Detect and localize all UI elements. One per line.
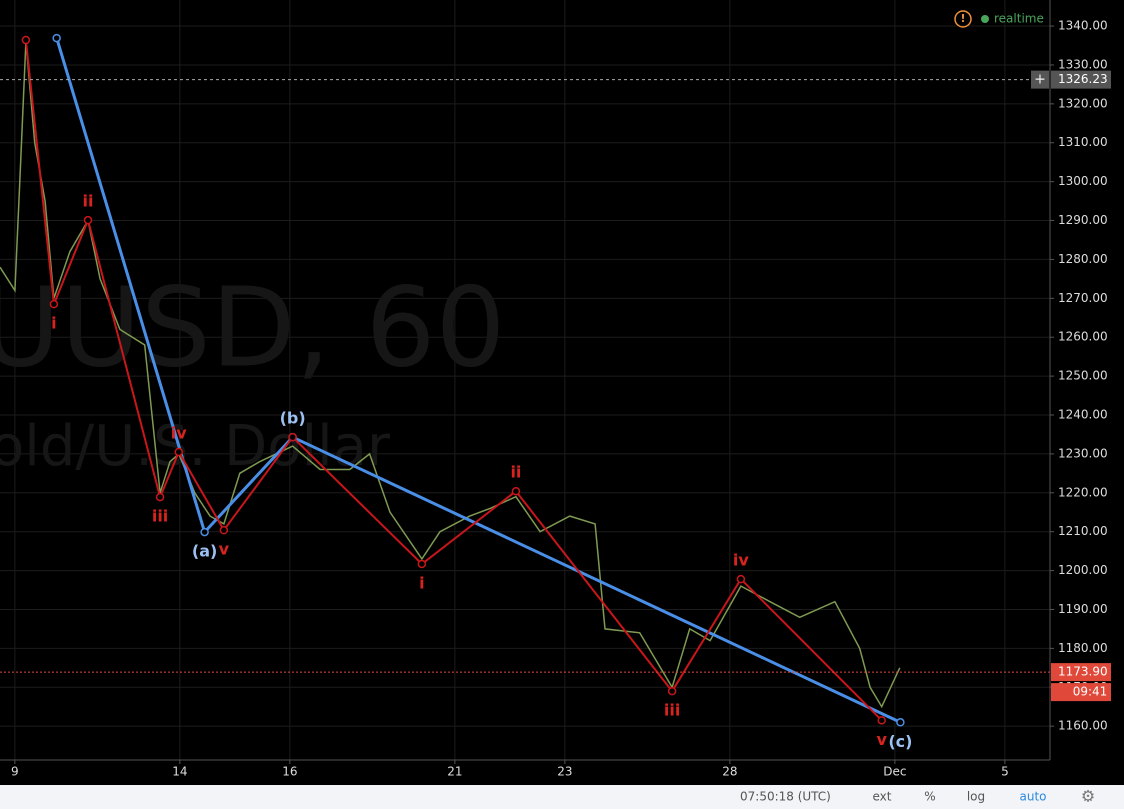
wave-label: ii [510, 463, 521, 482]
watermark-sub: old/U.S. Dollar [0, 414, 391, 479]
y-tick-label: 1290.00 [1058, 213, 1108, 227]
wave-point [49, 299, 59, 309]
y-tick-label: 1240.00 [1058, 408, 1108, 422]
wave-label: i [419, 573, 424, 592]
wave-point [667, 686, 677, 696]
alert-icon-mark: ! [960, 12, 965, 25]
toolbar-button[interactable]: log [967, 790, 985, 804]
crosshair-tag-label: 1326.23 [1058, 72, 1108, 86]
wave-point [877, 716, 886, 725]
y-tick-label: 1280.00 [1058, 252, 1108, 266]
wave-point [200, 527, 209, 537]
toolbar-button[interactable]: auto [1019, 790, 1046, 804]
y-tick-label: 1190.00 [1058, 602, 1108, 616]
y-tick-label: 1270.00 [1058, 291, 1108, 305]
toolbar [0, 785, 1124, 809]
x-tick-label: 14 [172, 765, 187, 779]
wave-point [896, 718, 905, 727]
wave-label: iii [664, 701, 680, 720]
axes: 1160.001170.001180.001190.001200.001210.… [11, 19, 1111, 779]
x-tick-label: 23 [557, 765, 572, 779]
y-tick-label: 1230.00 [1058, 446, 1108, 460]
background [0, 0, 1124, 785]
y-tick-label: 1250.00 [1058, 369, 1108, 383]
x-tick-label: 9 [11, 765, 19, 779]
y-tick-label: 1310.00 [1058, 135, 1108, 149]
last-price-label: 1173.90 [1058, 665, 1108, 679]
wave-point [417, 559, 427, 569]
x-tick-label: Dec [883, 765, 906, 779]
x-tick-label: 16 [282, 765, 297, 779]
toolbar-button[interactable]: % [924, 790, 935, 804]
y-tick-label: 1220.00 [1058, 485, 1108, 499]
status-dot [981, 15, 989, 23]
crosshair-plus[interactable] [1031, 70, 1049, 89]
y-tick-label: 1300.00 [1058, 174, 1108, 188]
last-price-tag [1051, 663, 1111, 682]
wave-point [52, 33, 61, 43]
wave-point [511, 486, 521, 496]
wave-point [174, 447, 184, 457]
y-tick-label: 1200.00 [1058, 563, 1108, 577]
wave-point [155, 492, 165, 502]
wave-label: v [219, 540, 230, 559]
wave-point [736, 574, 746, 584]
x-tick-label: 21 [447, 765, 462, 779]
grid [0, 0, 1050, 760]
wave-point [21, 35, 31, 45]
wave-label: v [876, 730, 887, 749]
crosshair-tag [1051, 70, 1111, 89]
toolbar-time: 07:50:18 (UTC) [740, 790, 831, 804]
watermark: UUSD, 60 [0, 263, 505, 391]
alert-icon[interactable] [954, 10, 972, 28]
x-tick-label: 28 [722, 765, 737, 779]
status: realtime [994, 12, 1044, 26]
y-tick-label: 1330.00 [1058, 57, 1108, 71]
countdown-label: 09:41 [1073, 685, 1108, 699]
settings-button[interactable]: ⚙ [1081, 787, 1095, 806]
wave-point [83, 215, 93, 225]
x-tick-label: 5 [1001, 765, 1009, 779]
y-tick-label: 1160.00 [1058, 719, 1108, 733]
y-tick-label: 1260.00 [1058, 330, 1108, 344]
wave-point [219, 525, 229, 535]
wave-line [24, 39, 883, 722]
wave-label: iii [152, 507, 168, 526]
y-tick-label: 1210.00 [1058, 524, 1108, 538]
crosshair-plus-mark: + [1034, 72, 1046, 88]
wave-label: iv [171, 423, 187, 442]
wave-label: iv [733, 551, 749, 570]
y-tick-label: 1180.00 [1058, 641, 1108, 655]
wave-label: (b) [280, 409, 306, 428]
wave-label: (a) [192, 542, 217, 561]
toolbar-button[interactable]: ext [873, 790, 892, 804]
y-tick-label: 1320.00 [1058, 96, 1108, 110]
y-tick-label: 1340.00 [1058, 19, 1108, 33]
wave-label: (c) [888, 732, 912, 751]
wave-line [55, 37, 902, 724]
wave-label: ii [83, 192, 94, 211]
countdown-tag [1051, 683, 1111, 702]
price-line [0, 41, 901, 709]
wave-label: i [51, 314, 56, 333]
wave-point [288, 432, 297, 442]
toolbar-buttons: ext% log auto [873, 790, 1047, 804]
